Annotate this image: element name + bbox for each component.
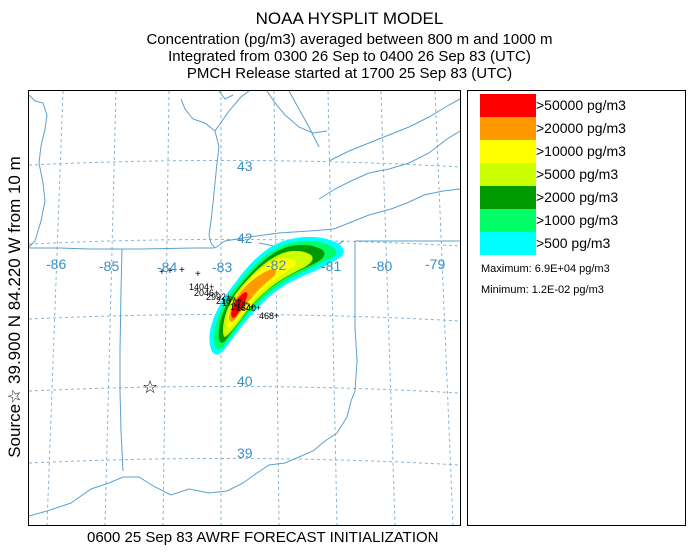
lon-label: -80 bbox=[372, 258, 392, 274]
maximum-value: Maximum: 6.9E+04 pg/m3 bbox=[481, 263, 610, 275]
release-info: PMCH Release started at 1700 25 Sep 83 (… bbox=[186, 65, 513, 82]
source-star-icon: ☆ bbox=[142, 377, 158, 398]
minimum-value: Minimum: 1.2E-02 pg/m3 bbox=[481, 284, 604, 296]
legend-swatch bbox=[480, 117, 536, 140]
latitude-gridlines bbox=[29, 159, 460, 466]
trace-mark-label: 468+ bbox=[259, 311, 279, 321]
lat-label: 42 bbox=[237, 230, 253, 246]
concentration-plume bbox=[209, 236, 344, 355]
plume-5000 bbox=[223, 250, 313, 337]
trace-labels: 1404+ 2046+ 2992+ 2167+ 1777+ 1937+ 1640… bbox=[189, 282, 279, 321]
lat-label: 40 bbox=[237, 373, 253, 389]
map-panel: + + + + 1404+ 2046+ 2992+ 2167+ 1777+ 19… bbox=[28, 90, 461, 526]
legend-swatch bbox=[480, 140, 536, 163]
legend-label: >2000 pg/m3 bbox=[536, 189, 619, 205]
plume-10000 bbox=[227, 258, 297, 328]
legend-label: >10000 pg/m3 bbox=[536, 143, 626, 159]
lon-label: -83 bbox=[212, 259, 232, 275]
source-location-label: Source☆ 39.900 N 84.220 W from 10 m bbox=[5, 156, 24, 458]
trace-mark-label: 1777+ bbox=[222, 298, 247, 308]
map-title: NOAA HYSPLIT MODEL bbox=[255, 9, 444, 28]
legend-label: >50000 pg/m3 bbox=[536, 97, 626, 113]
lat-label: 43 bbox=[237, 158, 253, 174]
legend-label: >20000 pg/m3 bbox=[536, 120, 626, 136]
legend-label: >5000 pg/m3 bbox=[536, 166, 619, 182]
plume-50000 bbox=[231, 292, 248, 318]
lon-label: -82 bbox=[266, 257, 286, 273]
legend-swatch bbox=[480, 209, 536, 232]
longitude-labels: -86 -85 -84 -83 -82 -81 -80 -79 bbox=[46, 256, 445, 275]
legend-panel: >50000 pg/m3 >20000 pg/m3 >10000 pg/m3 >… bbox=[467, 90, 686, 526]
trace-mark-label: 1937+ bbox=[230, 302, 255, 312]
legend-label: >500 pg/m3 bbox=[536, 235, 611, 251]
trace-markers: + + + + bbox=[159, 265, 201, 280]
legend-swatch bbox=[480, 163, 536, 186]
legend-label: >1000 pg/m3 bbox=[536, 212, 619, 228]
lat-label: 39 bbox=[237, 445, 253, 461]
forecast-initialization-footer: 0600 25 Sep 83 AWRF FORECAST INITIALIZAT… bbox=[87, 529, 439, 546]
lon-label: -86 bbox=[46, 256, 66, 272]
trace-mark-label: 2046+ bbox=[194, 288, 219, 298]
lon-label: -81 bbox=[321, 258, 341, 274]
trace-plus: + bbox=[167, 266, 173, 277]
trace-plus: + bbox=[159, 267, 165, 278]
lon-label: -84 bbox=[157, 259, 177, 275]
concentration-subtitle: Concentration (pg/m3) averaged between 8… bbox=[146, 31, 553, 48]
legend-swatch bbox=[480, 94, 536, 117]
lon-label: -85 bbox=[99, 258, 119, 274]
boundary-lines bbox=[29, 91, 460, 517]
legend-swatch bbox=[480, 232, 536, 255]
trace-mark-label: 1404+ bbox=[189, 282, 214, 292]
trace-plus: + bbox=[195, 269, 201, 280]
trace-mark-label: 2167+ bbox=[216, 296, 241, 306]
trace-mark-label: 1640+ bbox=[236, 303, 261, 313]
trace-mark-label: 2992+ bbox=[206, 292, 231, 302]
latitude-labels: 43 42 40 39 bbox=[237, 158, 253, 461]
lon-label: -79 bbox=[425, 256, 445, 272]
plume-1000 bbox=[214, 240, 337, 350]
trace-plus: + bbox=[179, 265, 185, 276]
legend-swatch bbox=[480, 186, 536, 209]
map-canvas: + + + + 1404+ 2046+ 2992+ 2167+ 1777+ 19… bbox=[29, 91, 460, 525]
integration-period: Integrated from 0300 26 Sep to 0400 26 S… bbox=[168, 48, 531, 65]
